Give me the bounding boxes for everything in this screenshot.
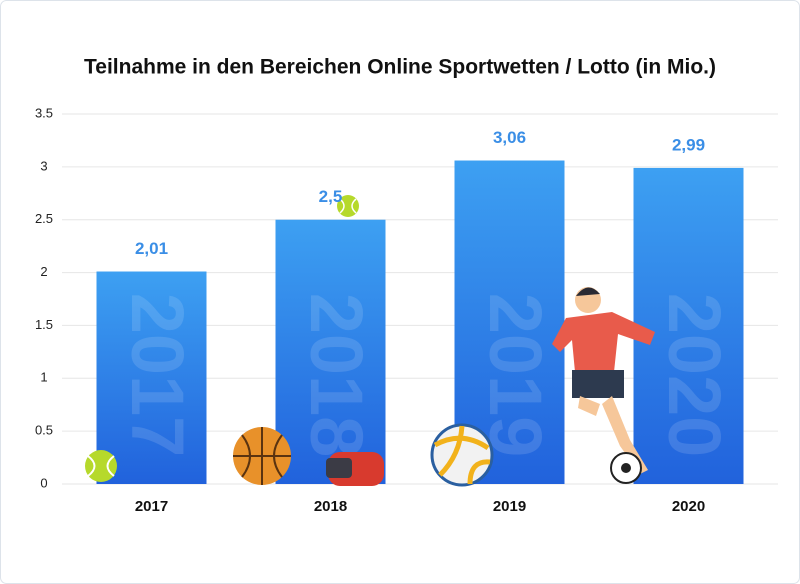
y-tick-label: 1.5 xyxy=(35,317,53,332)
x-tick-label: 2020 xyxy=(672,498,705,515)
tennis-ball-seam xyxy=(87,455,115,477)
player-shirt xyxy=(552,312,655,372)
value-label: 2,5 xyxy=(319,187,343,206)
y-tick-label: 2.5 xyxy=(35,211,53,226)
y-tick-label: 2 xyxy=(40,264,47,279)
x-tick-label: 2017 xyxy=(135,498,168,515)
bar xyxy=(96,271,207,484)
chart-title: Teilnahme in den Bereichen Online Sportw… xyxy=(84,56,716,79)
player-leg xyxy=(578,396,600,416)
bars: 2017 2018 2019 2020 xyxy=(96,160,744,484)
y-tick-label: 0.5 xyxy=(35,423,53,438)
value-label: 2,99 xyxy=(672,135,705,154)
y-tick-label: 3.5 xyxy=(35,105,53,120)
bar xyxy=(275,219,386,484)
player-leg xyxy=(602,396,648,474)
y-tick-label: 3 xyxy=(40,158,47,173)
player-hair xyxy=(576,287,600,296)
labels: 0 0.5 1 1.5 2 2.5 3 3.5 2017 2,01 2018 2,5 2019 3,06 2… xyxy=(35,105,705,515)
decorations xyxy=(85,195,655,487)
y-tick-label: 0 xyxy=(40,475,47,490)
tennis-ball xyxy=(85,450,117,482)
value-label: 3,06 xyxy=(493,128,526,147)
bar-watermark: 2019 xyxy=(474,293,557,458)
x-tick-label: 2018 xyxy=(314,498,347,515)
basketball-lines xyxy=(233,427,291,485)
x-tick-label: 2019 xyxy=(493,498,526,515)
player-shorts xyxy=(572,370,624,398)
bar xyxy=(633,167,744,484)
volleyball-panels xyxy=(433,425,491,485)
bar-watermark: 2020 xyxy=(653,293,736,458)
tennis-ball-seam xyxy=(339,198,357,214)
bar-watermark: 2017 xyxy=(116,293,199,458)
value-label: 2,01 xyxy=(135,239,168,258)
bar-watermark: 2018 xyxy=(295,293,378,458)
glove-cuff xyxy=(326,458,352,478)
football-patch xyxy=(621,463,631,473)
y-tick-label: 1 xyxy=(40,370,47,385)
